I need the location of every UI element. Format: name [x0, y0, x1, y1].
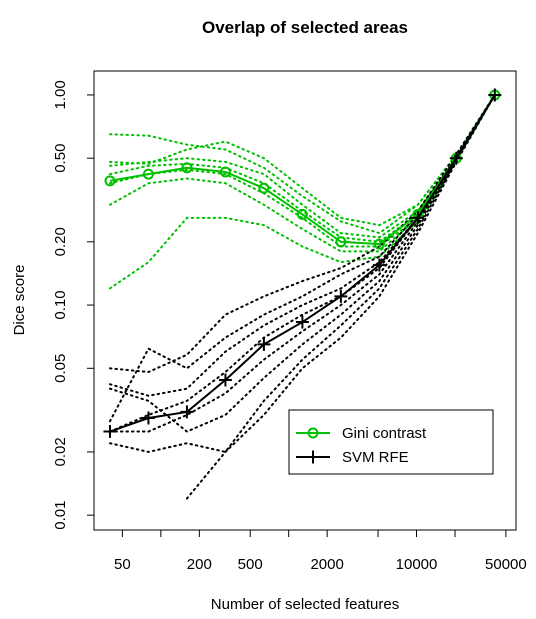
series-point-plus	[257, 337, 271, 351]
y-tick-label: 0.05	[52, 354, 69, 383]
y-tick-label: 0.20	[52, 227, 69, 256]
x-axis-label: Number of selected features	[211, 596, 399, 613]
y-tick-label: 0.01	[52, 501, 69, 530]
series-point-plus	[488, 88, 502, 102]
legend-label-svm: SVM RFE	[342, 449, 409, 466]
y-axis: 0.01 0.02 0.05 0.10 0.20 0.50 1.00	[52, 80, 94, 530]
legend-box	[288, 409, 494, 475]
legend-label-gini: Gini contrast	[342, 425, 427, 442]
series-line	[109, 94, 496, 433]
individual-run-line	[108, 93, 496, 253]
y-tick-label: 1.00	[52, 80, 69, 109]
x-tick-label: 50	[114, 556, 131, 573]
individual-run-line	[108, 93, 496, 397]
individual-run-line	[108, 93, 496, 243]
x-tick-label: 50000	[485, 556, 527, 573]
individual-run-line	[108, 93, 496, 433]
chart-title: Overlap of selected areas	[202, 18, 408, 37]
series-point-circle	[142, 168, 154, 180]
individual-run-line	[108, 93, 496, 454]
series-point-plus	[103, 425, 117, 439]
y-tick-label: 0.02	[52, 437, 69, 466]
series-point-plus	[218, 373, 232, 387]
series-point-plus	[295, 315, 309, 329]
series-point-plus	[372, 258, 386, 272]
x-tick-label: 200	[187, 556, 212, 573]
y-axis-label: Dice score	[11, 265, 28, 336]
series-point-circle	[373, 238, 385, 250]
legend: Gini contrast SVM RFE	[288, 409, 494, 475]
individual-run-line	[108, 93, 496, 433]
plot-frame	[93, 70, 517, 531]
x-axis: 50 200 500 2000 10000 50000	[114, 530, 527, 573]
series-point-circle	[296, 208, 308, 220]
legend-circle-marker-icon	[307, 427, 319, 439]
series-point-plus	[141, 411, 155, 425]
series-point-plus	[180, 405, 194, 419]
series-line	[109, 94, 496, 246]
individual-run-line	[108, 93, 496, 227]
y-tick-label: 0.10	[52, 290, 69, 319]
y-tick-label: 0.50	[52, 144, 69, 173]
individual-run-line	[185, 93, 496, 500]
legend-plus-marker-icon	[306, 450, 320, 464]
x-tick-label: 2000	[310, 556, 343, 573]
individual-run-line	[108, 93, 496, 235]
x-tick-label: 500	[238, 556, 263, 573]
x-tick-label: 10000	[396, 556, 438, 573]
series-point-circle	[104, 175, 116, 187]
individual-run-line	[108, 93, 496, 290]
series-point-plus	[411, 211, 425, 225]
series-point-plus	[449, 151, 463, 165]
individual-run-line	[108, 93, 496, 433]
individual-run-line	[108, 93, 496, 374]
series-point-circle	[335, 236, 347, 248]
series-point-plus	[334, 289, 348, 303]
individual-run-line	[108, 93, 496, 423]
individual-run-line	[108, 93, 496, 239]
series-point-circle	[219, 166, 231, 178]
series-lines	[103, 88, 502, 439]
series-point-circle	[181, 162, 193, 174]
series-point-circle	[258, 182, 270, 194]
